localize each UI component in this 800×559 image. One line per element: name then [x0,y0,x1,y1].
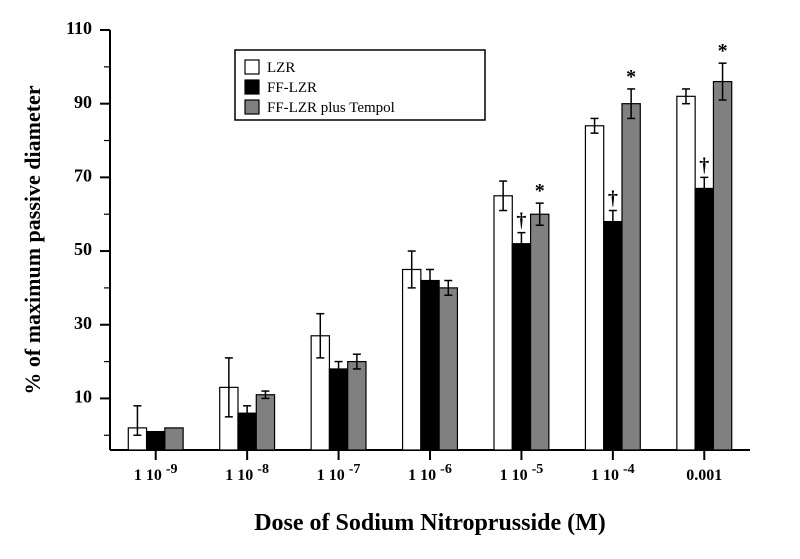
x-axis-label: Dose of Sodium Nitroprusside (M) [254,510,606,536]
bar [531,214,549,450]
bar [165,428,183,450]
bar [604,222,622,450]
y-tick-label: 10 [74,387,92,407]
bar [256,395,274,450]
bar [147,432,165,450]
significance-mark: † [608,188,618,210]
bar [421,281,439,450]
bar [622,104,640,450]
bar [585,126,603,450]
y-tick-label: 90 [74,92,92,112]
chart-container: 10 30 50 70 90 110 % of maximum passive diamet… [0,0,800,559]
y-axis-label: % of maximum passive diameter [20,85,45,394]
x-tick-label: 0.001 [686,467,722,484]
bar [494,196,512,450]
y-tick-label: 30 [74,313,92,333]
significance-mark: † [516,210,526,232]
bar [439,288,457,450]
legend-swatch [245,60,259,74]
legend-swatch [245,100,259,114]
bar [403,269,421,450]
bar [348,362,366,450]
bar-chart: 10 30 50 70 90 110 % of maximum passive diamet… [0,0,800,559]
y-tick-label: 110 [66,18,92,38]
y-tick-label: 50 [74,239,92,259]
significance-mark: † [699,154,709,176]
bar [713,82,731,450]
bar [329,369,347,450]
significance-mark: * [718,40,728,62]
legend-label: LZR [267,60,295,76]
legend-label: FF-LZR [267,80,317,96]
y-tick-label: 70 [74,165,92,185]
bar [695,188,713,450]
significance-mark: * [535,180,545,202]
bar [512,244,530,450]
significance-mark: * [626,66,636,88]
legend-swatch [245,80,259,94]
legend-label: FF-LZR plus Tempol [267,100,395,116]
bar [677,96,695,450]
